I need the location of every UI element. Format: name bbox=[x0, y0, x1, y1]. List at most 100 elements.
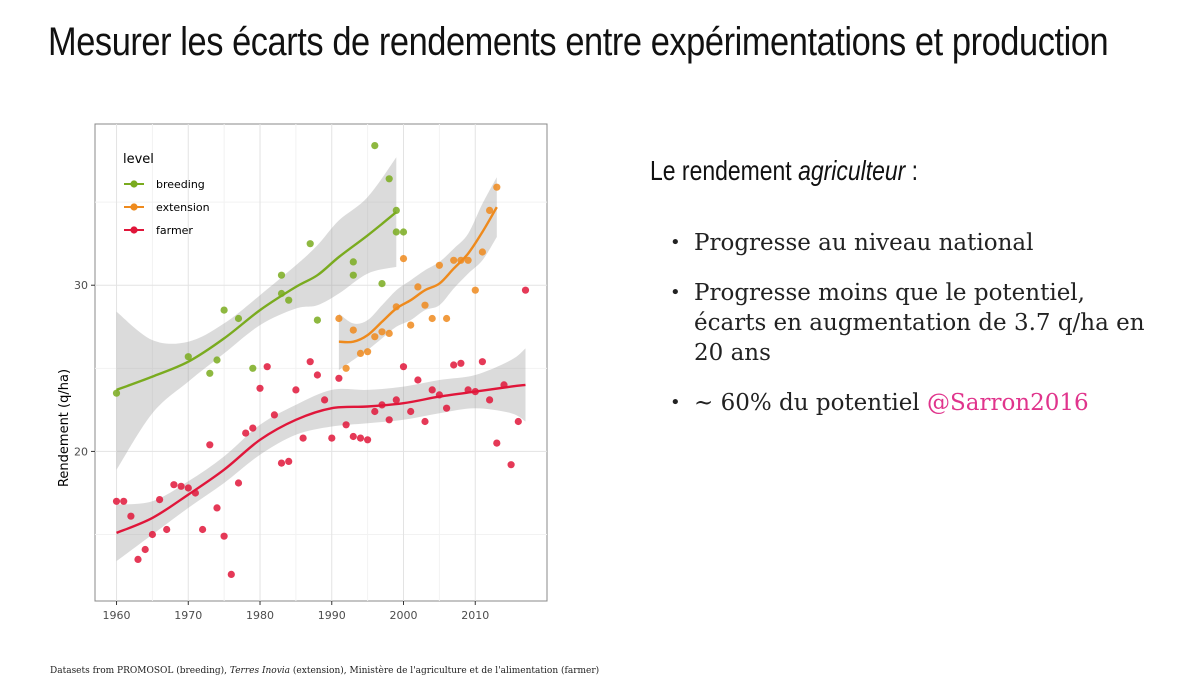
x-tick-label: 2010 bbox=[461, 609, 489, 622]
x-tick-label: 1990 bbox=[318, 609, 346, 622]
data-point-farmer bbox=[313, 371, 321, 379]
data-point-farmer bbox=[199, 525, 207, 534]
data-point-farmer bbox=[421, 417, 429, 426]
data-point-extension bbox=[378, 328, 386, 336]
data-point-farmer bbox=[428, 386, 436, 394]
data-point-extension bbox=[342, 364, 350, 372]
subtitle-suffix: : bbox=[905, 155, 919, 186]
trend-line-extension bbox=[338, 206, 498, 344]
data-point-farmer bbox=[242, 429, 250, 437]
data-point-farmer bbox=[371, 407, 379, 416]
data-point-extension bbox=[364, 348, 372, 356]
slide-title: Mesurer les écarts de rendements entre e… bbox=[48, 20, 1109, 64]
data-point-breeding bbox=[399, 228, 408, 236]
data-point-farmer bbox=[514, 417, 522, 426]
data-point-breeding bbox=[313, 316, 321, 324]
x-tick-label: 1960 bbox=[103, 609, 131, 622]
data-point-farmer bbox=[342, 421, 350, 429]
data-point-extension bbox=[356, 349, 365, 357]
data-point-farmer bbox=[141, 545, 149, 554]
data-point-breeding bbox=[349, 271, 357, 279]
y-axis-label: Rendement (q/ha) bbox=[57, 369, 72, 487]
data-point-extension bbox=[457, 256, 465, 264]
data-point-breeding bbox=[385, 175, 393, 183]
data-point-farmer bbox=[213, 504, 221, 512]
data-point-extension bbox=[443, 314, 451, 323]
y-tick-label: 30 bbox=[74, 279, 88, 292]
data-point-breeding bbox=[234, 314, 243, 323]
data-point-breeding bbox=[277, 289, 286, 298]
data-points bbox=[112, 142, 530, 578]
data-point-farmer bbox=[285, 457, 293, 465]
data-point-farmer bbox=[414, 376, 422, 384]
subtitle: Le rendement agriculteur : bbox=[650, 155, 918, 187]
data-point-farmer bbox=[507, 461, 515, 469]
confidence-band-extension bbox=[338, 177, 497, 370]
legend-title: level bbox=[123, 152, 154, 167]
data-point-extension bbox=[414, 283, 422, 291]
data-point-breeding bbox=[249, 364, 257, 372]
data-point-farmer bbox=[249, 424, 257, 432]
data-point-extension bbox=[349, 326, 357, 334]
data-point-farmer bbox=[328, 434, 336, 442]
data-point-farmer bbox=[292, 386, 300, 394]
trend-line-breeding bbox=[116, 211, 398, 392]
y-tick-label: 20 bbox=[74, 445, 88, 458]
data-point-farmer bbox=[435, 391, 443, 399]
legend-key-point bbox=[130, 203, 138, 211]
chart-border bbox=[94, 123, 548, 602]
data-point-breeding bbox=[392, 206, 400, 214]
data-point-extension bbox=[335, 314, 343, 323]
data-point-farmer bbox=[184, 484, 192, 492]
x-tick-label: 2000 bbox=[390, 609, 418, 622]
bullet-text: Progresse moins que le potentiel, écarts… bbox=[694, 280, 1145, 366]
footer-prefix: Datasets from PROMOSOL (breeding), bbox=[50, 666, 230, 676]
data-point-farmer bbox=[378, 401, 386, 409]
data-point-extension bbox=[493, 183, 501, 191]
data-point-farmer bbox=[500, 381, 508, 389]
data-point-farmer bbox=[134, 555, 142, 563]
data-point-extension bbox=[478, 248, 486, 256]
data-point-farmer bbox=[299, 434, 307, 442]
data-point-breeding bbox=[206, 369, 214, 377]
data-point-farmer bbox=[270, 411, 278, 419]
subtitle-prefix: Le rendement bbox=[650, 155, 799, 186]
data-point-extension bbox=[371, 333, 379, 341]
data-point-farmer bbox=[486, 396, 494, 404]
data-point-farmer bbox=[163, 525, 171, 534]
data-point-breeding bbox=[349, 258, 357, 266]
data-point-farmer bbox=[277, 459, 286, 467]
data-point-farmer bbox=[335, 374, 343, 382]
legend-key-point bbox=[130, 180, 138, 188]
data-point-breeding bbox=[371, 142, 379, 150]
data-point-farmer bbox=[321, 396, 329, 404]
data-point-farmer bbox=[407, 407, 415, 416]
data-point-extension bbox=[421, 301, 429, 309]
citation-link[interactable]: @Sarron2016 bbox=[926, 390, 1089, 416]
data-point-breeding bbox=[220, 306, 228, 314]
data-point-farmer bbox=[177, 482, 185, 490]
data-point-breeding bbox=[213, 356, 221, 364]
bullet-item: Progresse moins que le potentiel, écarts… bbox=[670, 278, 1160, 368]
legend-label: farmer bbox=[156, 224, 193, 237]
bullet-item: Progresse au niveau national bbox=[670, 228, 1160, 258]
data-point-extension bbox=[450, 256, 458, 264]
footer-emphasis: Terres Inovia bbox=[229, 666, 291, 676]
data-point-breeding bbox=[378, 280, 386, 288]
data-point-farmer bbox=[191, 489, 199, 497]
data-point-farmer bbox=[385, 416, 393, 424]
subtitle-emphasis: agriculteur bbox=[798, 155, 906, 186]
data-point-extension bbox=[385, 329, 393, 337]
data-point-farmer bbox=[112, 497, 121, 505]
data-point-farmer bbox=[206, 441, 214, 449]
data-point-extension bbox=[407, 321, 415, 329]
data-point-farmer bbox=[493, 439, 501, 447]
footer-suffix: (extension), Ministère de l'agriculture … bbox=[290, 666, 600, 676]
data-point-breeding bbox=[285, 296, 293, 304]
x-tick-label: 1980 bbox=[246, 609, 274, 622]
data-point-extension bbox=[399, 255, 408, 263]
data-point-breeding bbox=[184, 353, 192, 361]
data-point-farmer bbox=[148, 530, 156, 539]
data-point-farmer bbox=[521, 286, 530, 294]
data-point-farmer bbox=[234, 479, 243, 487]
